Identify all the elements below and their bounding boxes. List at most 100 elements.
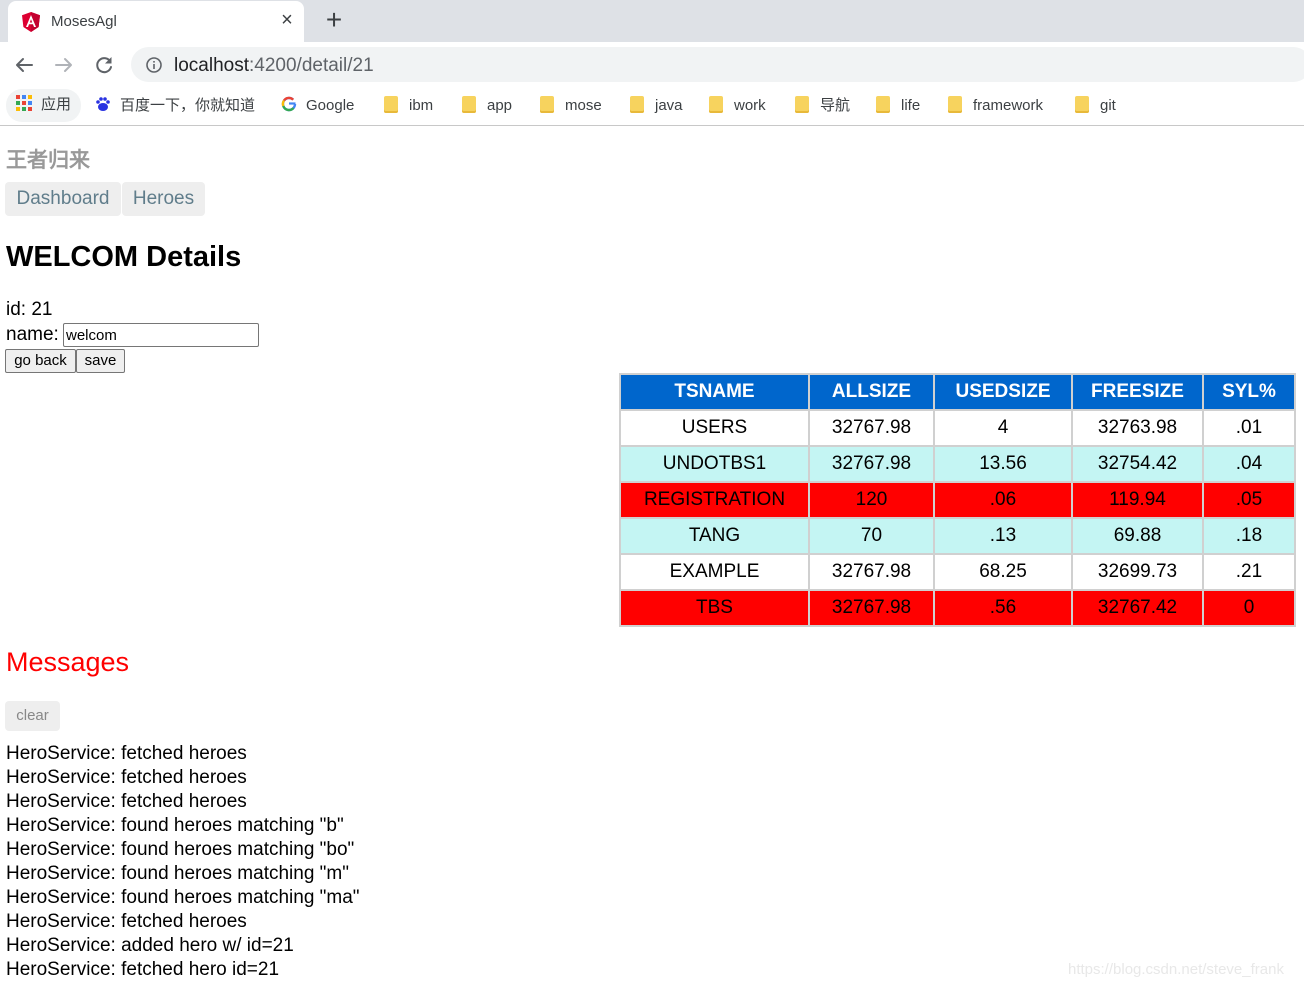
column-header-tsname: TSNAME bbox=[619, 373, 810, 411]
table-cell: 32763.98 bbox=[1071, 409, 1204, 447]
table-cell: UNDOTBS1 bbox=[619, 445, 810, 483]
table-cell: 119.94 bbox=[1071, 481, 1204, 519]
table-cell: 32754.42 bbox=[1071, 445, 1204, 483]
bookmark-folder-label: life bbox=[901, 97, 921, 114]
table-row: USERS 32767.98 4 32763.98 .01 bbox=[619, 409, 1296, 447]
nav-heroes-link[interactable]: Heroes bbox=[122, 182, 205, 216]
apps-label: 应用 bbox=[41, 96, 72, 113]
messages-heading: Messages bbox=[6, 647, 130, 677]
tab-strip: MosesAgl × + bbox=[0, 0, 1304, 42]
table-cell: 70 bbox=[808, 517, 935, 555]
name-label: name: bbox=[6, 324, 59, 345]
table-cell: .04 bbox=[1202, 445, 1296, 483]
bookmark-folder-app[interactable]: app bbox=[462, 95, 512, 117]
bookmark-folder-framework[interactable]: framework bbox=[948, 95, 1043, 117]
table-cell: 13.56 bbox=[933, 445, 1073, 483]
table-cell: .13 bbox=[933, 517, 1073, 555]
list-item: HeroService: found heroes matching "bo" bbox=[6, 839, 355, 860]
message-list: HeroService: fetched heroes HeroService:… bbox=[6, 742, 360, 982]
table-cell: REGISTRATION bbox=[619, 481, 810, 519]
list-item: HeroService: found heroes matching "b" bbox=[6, 815, 344, 836]
save-button[interactable]: save bbox=[76, 349, 125, 373]
bookmark-folder-work[interactable]: work bbox=[709, 95, 766, 117]
apps-shortcut[interactable]: 应用 bbox=[6, 89, 81, 122]
folder-icon bbox=[384, 95, 398, 113]
bookmark-folder-git[interactable]: git bbox=[1075, 95, 1116, 117]
google-icon bbox=[281, 96, 297, 112]
table-cell: 32767.98 bbox=[808, 445, 935, 483]
url-path: :4200/detail/21 bbox=[249, 55, 374, 76]
table-row: TBS 32767.98 .56 32767.42 0 bbox=[619, 589, 1296, 627]
table-cell: TBS bbox=[619, 589, 810, 627]
folder-icon bbox=[709, 95, 723, 113]
table-cell: 69.88 bbox=[1071, 517, 1204, 555]
nav-dashboard-link[interactable]: Dashboard bbox=[5, 182, 121, 216]
column-header-allsize: ALLSIZE bbox=[808, 373, 935, 411]
apps-grid-icon bbox=[16, 95, 32, 112]
bookmark-folder-life[interactable]: life bbox=[876, 95, 920, 117]
table-cell: .56 bbox=[933, 589, 1073, 627]
bookmark-folder-label: app bbox=[487, 97, 513, 114]
bookmark-folder-label: 导航 bbox=[820, 97, 851, 114]
bookmark-folder-label: framework bbox=[973, 97, 1044, 114]
back-arrow-icon[interactable] bbox=[10, 51, 38, 79]
folder-icon bbox=[540, 95, 554, 113]
list-item: HeroService: found heroes matching "ma" bbox=[6, 887, 360, 908]
list-item: HeroService: added hero w/ id=21 bbox=[6, 935, 294, 956]
bookmarks-bar: 应用 百度一下，你就知道 Google ibm app mose java wo… bbox=[0, 86, 1304, 126]
bookmark-folder-java[interactable]: java bbox=[630, 95, 683, 117]
hero-name-input[interactable] bbox=[63, 323, 259, 347]
bookmark-baidu[interactable]: 百度一下，你就知道 bbox=[95, 95, 255, 117]
angular-icon bbox=[22, 12, 40, 32]
table-cell: 120 bbox=[808, 481, 935, 519]
clear-messages-button[interactable]: clear bbox=[5, 701, 60, 731]
close-tab-icon[interactable]: × bbox=[281, 9, 293, 31]
bookmark-folder-ibm[interactable]: ibm bbox=[384, 95, 433, 117]
folder-icon bbox=[1075, 95, 1089, 113]
folder-icon bbox=[876, 95, 890, 113]
folder-icon bbox=[630, 95, 644, 113]
address-bar[interactable]: localhost:4200/detail/21 bbox=[131, 47, 1304, 82]
list-item: HeroService: fetched hero id=21 bbox=[6, 959, 280, 980]
table-row: TANG 70 .13 69.88 .18 bbox=[619, 517, 1296, 555]
folder-icon bbox=[948, 95, 962, 113]
go-back-button[interactable]: go back bbox=[5, 349, 76, 373]
table-cell: .05 bbox=[1202, 481, 1296, 519]
table-cell: 4 bbox=[933, 409, 1073, 447]
table-cell: 0 bbox=[1202, 589, 1296, 627]
watermark: https://blog.csdn.net/steve_frank bbox=[1068, 961, 1284, 978]
tab-title: MosesAgl bbox=[51, 13, 117, 30]
tablespace-table: TSNAME ALLSIZE USEDSIZE FREESIZE SYL% US… bbox=[619, 373, 1296, 627]
browser-toolbar: localhost:4200/detail/21 bbox=[0, 42, 1304, 86]
folder-icon bbox=[795, 95, 809, 113]
bookmark-folder-daohang[interactable]: 导航 bbox=[795, 95, 850, 117]
column-header-usedsize: USEDSIZE bbox=[933, 373, 1073, 411]
browser-tab[interactable]: MosesAgl × bbox=[8, 1, 304, 42]
table-cell: TANG bbox=[619, 517, 810, 555]
list-item: HeroService: fetched heroes bbox=[6, 767, 247, 788]
new-tab-button[interactable]: + bbox=[325, 4, 343, 35]
url-text: localhost:4200/detail/21 bbox=[174, 55, 374, 77]
folder-icon bbox=[462, 95, 476, 113]
baidu-paw-icon bbox=[95, 96, 111, 112]
table-cell: .18 bbox=[1202, 517, 1296, 555]
table-cell: 32767.98 bbox=[808, 589, 935, 627]
app-title: 王者归来 bbox=[6, 148, 90, 172]
info-icon[interactable] bbox=[145, 56, 163, 74]
bookmark-folder-label: git bbox=[1100, 97, 1116, 114]
bookmark-folder-label: java bbox=[655, 97, 683, 114]
reload-icon[interactable] bbox=[90, 51, 118, 79]
url-host: localhost bbox=[174, 55, 249, 76]
table-header-row: TSNAME ALLSIZE USEDSIZE FREESIZE SYL% bbox=[619, 373, 1296, 411]
forward-arrow-icon[interactable] bbox=[50, 51, 78, 79]
table-cell: USERS bbox=[619, 409, 810, 447]
bookmark-google[interactable]: Google bbox=[281, 95, 354, 117]
bookmark-google-label: Google bbox=[306, 97, 355, 114]
bookmark-folder-mose[interactable]: mose bbox=[540, 95, 602, 117]
table-cell: 32767.98 bbox=[808, 553, 935, 591]
bookmark-folder-label: work bbox=[734, 97, 766, 114]
list-item: HeroService: fetched heroes bbox=[6, 911, 247, 932]
page-content: 王者归来 Dashboard Heroes WELCOM Details id:… bbox=[0, 127, 1304, 990]
list-item: HeroService: fetched heroes bbox=[6, 791, 247, 812]
bookmark-baidu-label: 百度一下，你就知道 bbox=[120, 97, 256, 114]
